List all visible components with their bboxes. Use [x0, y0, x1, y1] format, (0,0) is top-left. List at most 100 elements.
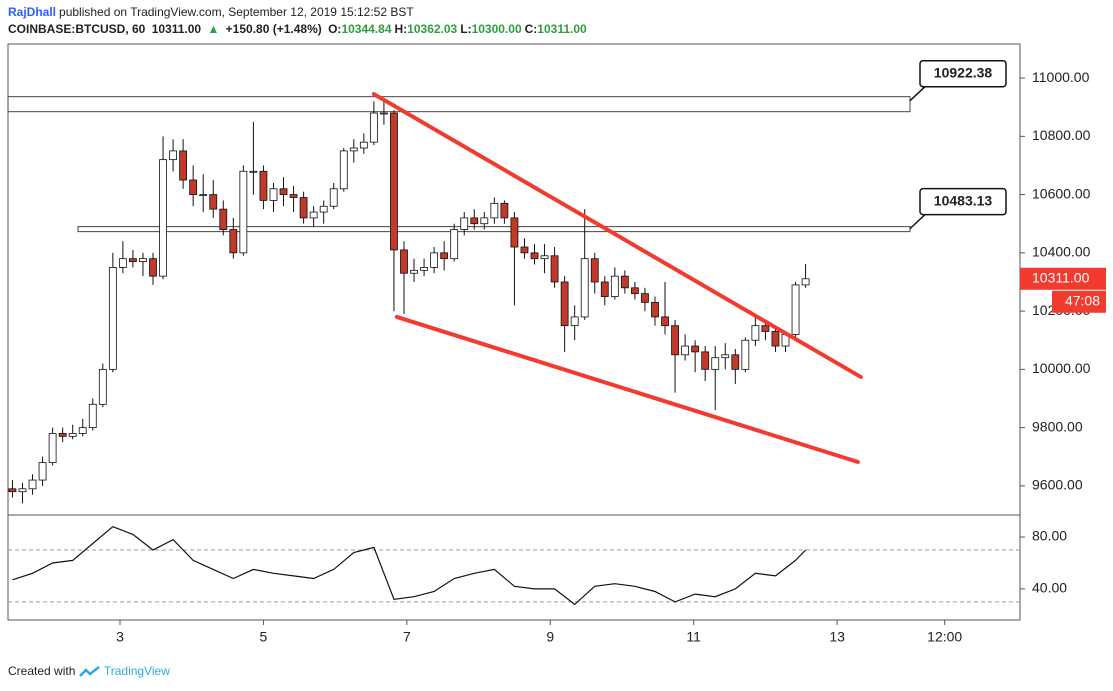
- candle-body: [279, 188, 288, 195]
- symbol: COINBASE:BTCUSD, 60: [8, 22, 146, 36]
- candle-body: [731, 354, 740, 370]
- candle-body: [239, 170, 248, 254]
- published: published on TradingView.com, September …: [59, 5, 414, 19]
- symbol-line: COINBASE:BTCUSD, 60 10311.00 ▲ +150.80 (…: [8, 22, 593, 36]
- candle-body: [209, 194, 218, 210]
- logo: [78, 665, 100, 677]
- candle-body: [520, 246, 529, 254]
- candle-body: [129, 258, 137, 262]
- y-tick-label: 11000.00: [1032, 69, 1090, 85]
- candle-body: [149, 258, 157, 277]
- ohlc-key: L:: [460, 22, 472, 36]
- ohlc-value: 10311.00: [537, 22, 587, 36]
- candle-body: [570, 316, 579, 327]
- candle-body: [68, 433, 77, 437]
- candle-body: [500, 202, 509, 219]
- candle-body: [610, 275, 619, 297]
- candle-body: [38, 462, 47, 481]
- candle-body: [169, 150, 177, 161]
- candle-body: [450, 229, 459, 260]
- candle-body: [78, 427, 87, 434]
- candle-body: [651, 301, 659, 318]
- candle-body: [791, 284, 800, 335]
- candle-body: [259, 170, 268, 201]
- candle-body: [490, 202, 499, 219]
- candle-body: [98, 368, 107, 405]
- candle-body: [179, 150, 188, 181]
- candle-body: [400, 249, 408, 274]
- footer: Created with TradingView: [8, 664, 170, 678]
- callout-box: [919, 59, 1007, 88]
- x-tick-label: 9: [546, 629, 554, 645]
- candle-body: [560, 281, 569, 327]
- publish-line: RajDhall published on TradingView.com, Se…: [8, 5, 417, 19]
- candle-body: [510, 217, 519, 248]
- candle-body: [299, 197, 308, 219]
- candle-body: [390, 112, 398, 251]
- ohlc-value: 10300.00: [471, 22, 522, 36]
- candle-body: [229, 229, 238, 254]
- candle-body: [641, 293, 649, 303]
- price: 10311.00: [151, 22, 202, 36]
- y-tick-label: 10400.00: [1032, 244, 1091, 260]
- candle-body: [339, 150, 348, 190]
- candle-body: [460, 217, 469, 230]
- x-tick-label: 7: [403, 629, 411, 645]
- level-zone: [77, 226, 911, 233]
- candle-body: [440, 252, 449, 260]
- candle-body: [671, 325, 679, 356]
- candle-body: [159, 159, 167, 277]
- candle-body: [550, 255, 559, 283]
- frame: [7, 43, 1021, 621]
- x-tick-label: 13: [829, 629, 845, 645]
- brand: TradingView: [103, 664, 170, 678]
- trendline: [371, 92, 863, 379]
- author: RajDhall: [8, 5, 57, 19]
- last-price-badge: [1020, 267, 1106, 290]
- last-price-label: 10311.00: [1032, 269, 1090, 285]
- candle-body: [661, 316, 669, 327]
- candle-body: [48, 433, 57, 463]
- candle-body: [430, 252, 439, 268]
- ohlc-key: H:: [394, 22, 408, 36]
- candle-body: [741, 339, 750, 370]
- candle-body: [691, 345, 700, 353]
- candle-body: [199, 194, 208, 196]
- candle-body: [329, 188, 338, 207]
- candle-body: [189, 179, 198, 195]
- y-tick-label: 40.00: [1032, 580, 1067, 596]
- candle-body: [28, 479, 37, 490]
- candle-body: [8, 488, 17, 493]
- y-tick-label: 80.00: [1032, 528, 1067, 544]
- ohlc-value: 10344.84: [341, 22, 392, 36]
- candle-body: [319, 205, 328, 213]
- candle-body: [771, 331, 780, 347]
- callout-box: [919, 187, 1007, 216]
- callout-leader: [909, 86, 926, 102]
- change: +150.80 (+1.48%): [225, 22, 322, 36]
- trendline: [394, 314, 860, 464]
- candle-body: [480, 217, 489, 225]
- candle-body: [420, 267, 428, 271]
- candle-body: [540, 255, 549, 260]
- y-tick-label: 9600.00: [1032, 477, 1083, 493]
- candle-body: [380, 112, 388, 115]
- candle-body: [58, 433, 67, 437]
- candle-body: [369, 112, 378, 143]
- candle-body: [18, 488, 27, 493]
- candle-body: [600, 281, 609, 297]
- candle-body: [761, 325, 770, 332]
- chart: 9600.009800.0010000.0010200.0010400.0010…: [7, 43, 1106, 645]
- countdown: 47:08: [1065, 292, 1100, 308]
- candle-body: [801, 278, 810, 286]
- callout-leader: [909, 214, 926, 230]
- candle-body: [580, 258, 589, 318]
- candle-body: [118, 258, 127, 268]
- candle-body: [88, 403, 97, 429]
- candle-body: [590, 258, 599, 283]
- candle-body: [681, 345, 690, 356]
- y-tick-label: 10800.00: [1032, 127, 1091, 143]
- candle-body: [219, 208, 228, 230]
- callout-label: 10483.13: [934, 192, 993, 208]
- countdown-badge: [1052, 290, 1106, 313]
